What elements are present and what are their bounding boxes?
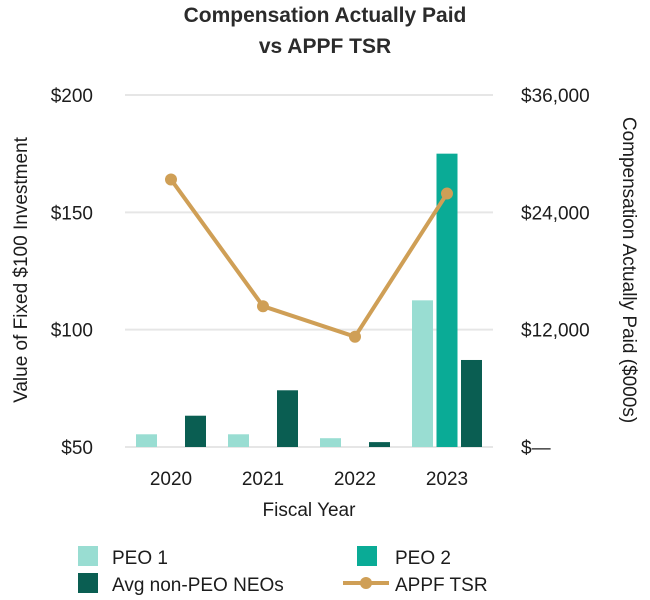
x-tick-label: 2021 bbox=[242, 469, 284, 490]
left-tick-label: $200 bbox=[51, 86, 93, 107]
x-axis-label: Fiscal Year bbox=[263, 500, 357, 521]
left-tick-label: $100 bbox=[51, 321, 93, 342]
right-tick-label: $12,000 bbox=[521, 321, 590, 342]
bar-avg-non-peo-neos bbox=[369, 442, 390, 447]
tsr-line-path bbox=[169, 178, 449, 339]
left-tick-label: $150 bbox=[51, 203, 93, 224]
left-tick-label: $50 bbox=[61, 438, 93, 459]
chart-title-line-2: vs APPF TSR bbox=[259, 35, 391, 58]
legend-label-peo1: PEO 1 bbox=[112, 548, 168, 569]
legend: PEO 1 Avg non-PEO NEOs PEO 2 APPF TSR bbox=[78, 546, 488, 596]
bar-avg-non-peo-neos bbox=[461, 359, 482, 447]
tsr-line bbox=[165, 173, 453, 343]
bar-avg-non-peo-neos bbox=[185, 415, 206, 447]
right-tick-label: $36,000 bbox=[521, 86, 590, 107]
x-tick-label: 2022 bbox=[334, 469, 376, 490]
bar-peo-1 bbox=[412, 300, 433, 447]
legend-marker-tsr bbox=[360, 577, 372, 589]
bar-peo-2 bbox=[436, 153, 458, 447]
x-tick-label: 2023 bbox=[426, 469, 468, 490]
x-tick-label: 2020 bbox=[150, 469, 192, 490]
legend-label-peo2: PEO 2 bbox=[395, 548, 451, 569]
tsr-point bbox=[165, 173, 177, 186]
right-tick-label: $24,000 bbox=[521, 203, 590, 224]
legend-label-tsr: APPF TSR bbox=[395, 575, 488, 596]
bar-peo-1 bbox=[136, 434, 157, 447]
right-axis-label: Compensation Actually Paid ($000s) bbox=[618, 117, 639, 423]
legend-swatch-peo2 bbox=[357, 546, 377, 566]
tsr-point bbox=[441, 187, 453, 200]
tsr-point bbox=[349, 330, 361, 343]
legend-swatch-peo1 bbox=[78, 546, 98, 566]
tsr-point bbox=[257, 300, 269, 313]
bar-peo-1 bbox=[228, 434, 249, 447]
left-axis-label: Value of Fixed $100 Investment bbox=[11, 136, 32, 403]
bars bbox=[136, 153, 482, 447]
legend-label-avg-neos: Avg non-PEO NEOs bbox=[112, 575, 284, 596]
legend-swatch-avg-neos bbox=[78, 573, 98, 593]
right-tick-label: $— bbox=[521, 438, 551, 459]
axis-ticks: $50 $100 $150 $200 $— $12,000 $24,000 $36,000 20… bbox=[51, 86, 590, 490]
bar-avg-non-peo-neos bbox=[277, 390, 298, 447]
chart-title-line-1: Compensation Actually Paid bbox=[184, 4, 467, 27]
bar-peo-1 bbox=[320, 438, 341, 447]
